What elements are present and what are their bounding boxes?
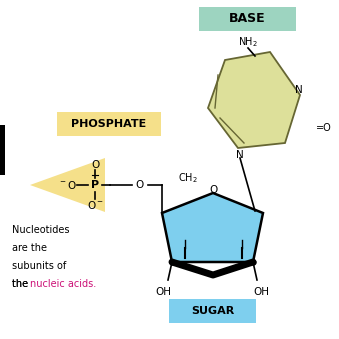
Text: =O: =O xyxy=(316,123,332,133)
FancyBboxPatch shape xyxy=(57,112,161,136)
Text: N: N xyxy=(236,150,244,160)
Text: N: N xyxy=(295,85,303,95)
Text: NH$_2$: NH$_2$ xyxy=(238,35,258,49)
Text: the: the xyxy=(12,279,31,289)
Polygon shape xyxy=(162,193,263,262)
Text: O: O xyxy=(91,160,99,170)
Bar xyxy=(0,125,5,175)
Text: PHOSPHATE: PHOSPHATE xyxy=(72,119,147,129)
Text: OH: OH xyxy=(253,287,269,297)
Text: subunits of: subunits of xyxy=(12,261,66,271)
Text: O: O xyxy=(209,185,217,195)
Text: BASE: BASE xyxy=(229,13,266,25)
Text: P: P xyxy=(91,180,99,190)
FancyBboxPatch shape xyxy=(169,299,256,323)
Text: SUGAR: SUGAR xyxy=(191,306,234,316)
Polygon shape xyxy=(208,52,300,148)
Text: OH: OH xyxy=(155,287,171,297)
Text: O: O xyxy=(136,180,144,190)
Text: $^-$O: $^-$O xyxy=(58,179,77,191)
Polygon shape xyxy=(30,158,105,212)
Text: the: the xyxy=(12,279,31,289)
Text: are the: are the xyxy=(12,243,47,253)
Text: O$^-$: O$^-$ xyxy=(86,199,103,211)
Text: Nucleotides: Nucleotides xyxy=(12,225,69,235)
Text: nucleic acids.: nucleic acids. xyxy=(30,279,96,289)
Text: CH$_2$: CH$_2$ xyxy=(178,171,198,185)
FancyBboxPatch shape xyxy=(199,7,296,31)
